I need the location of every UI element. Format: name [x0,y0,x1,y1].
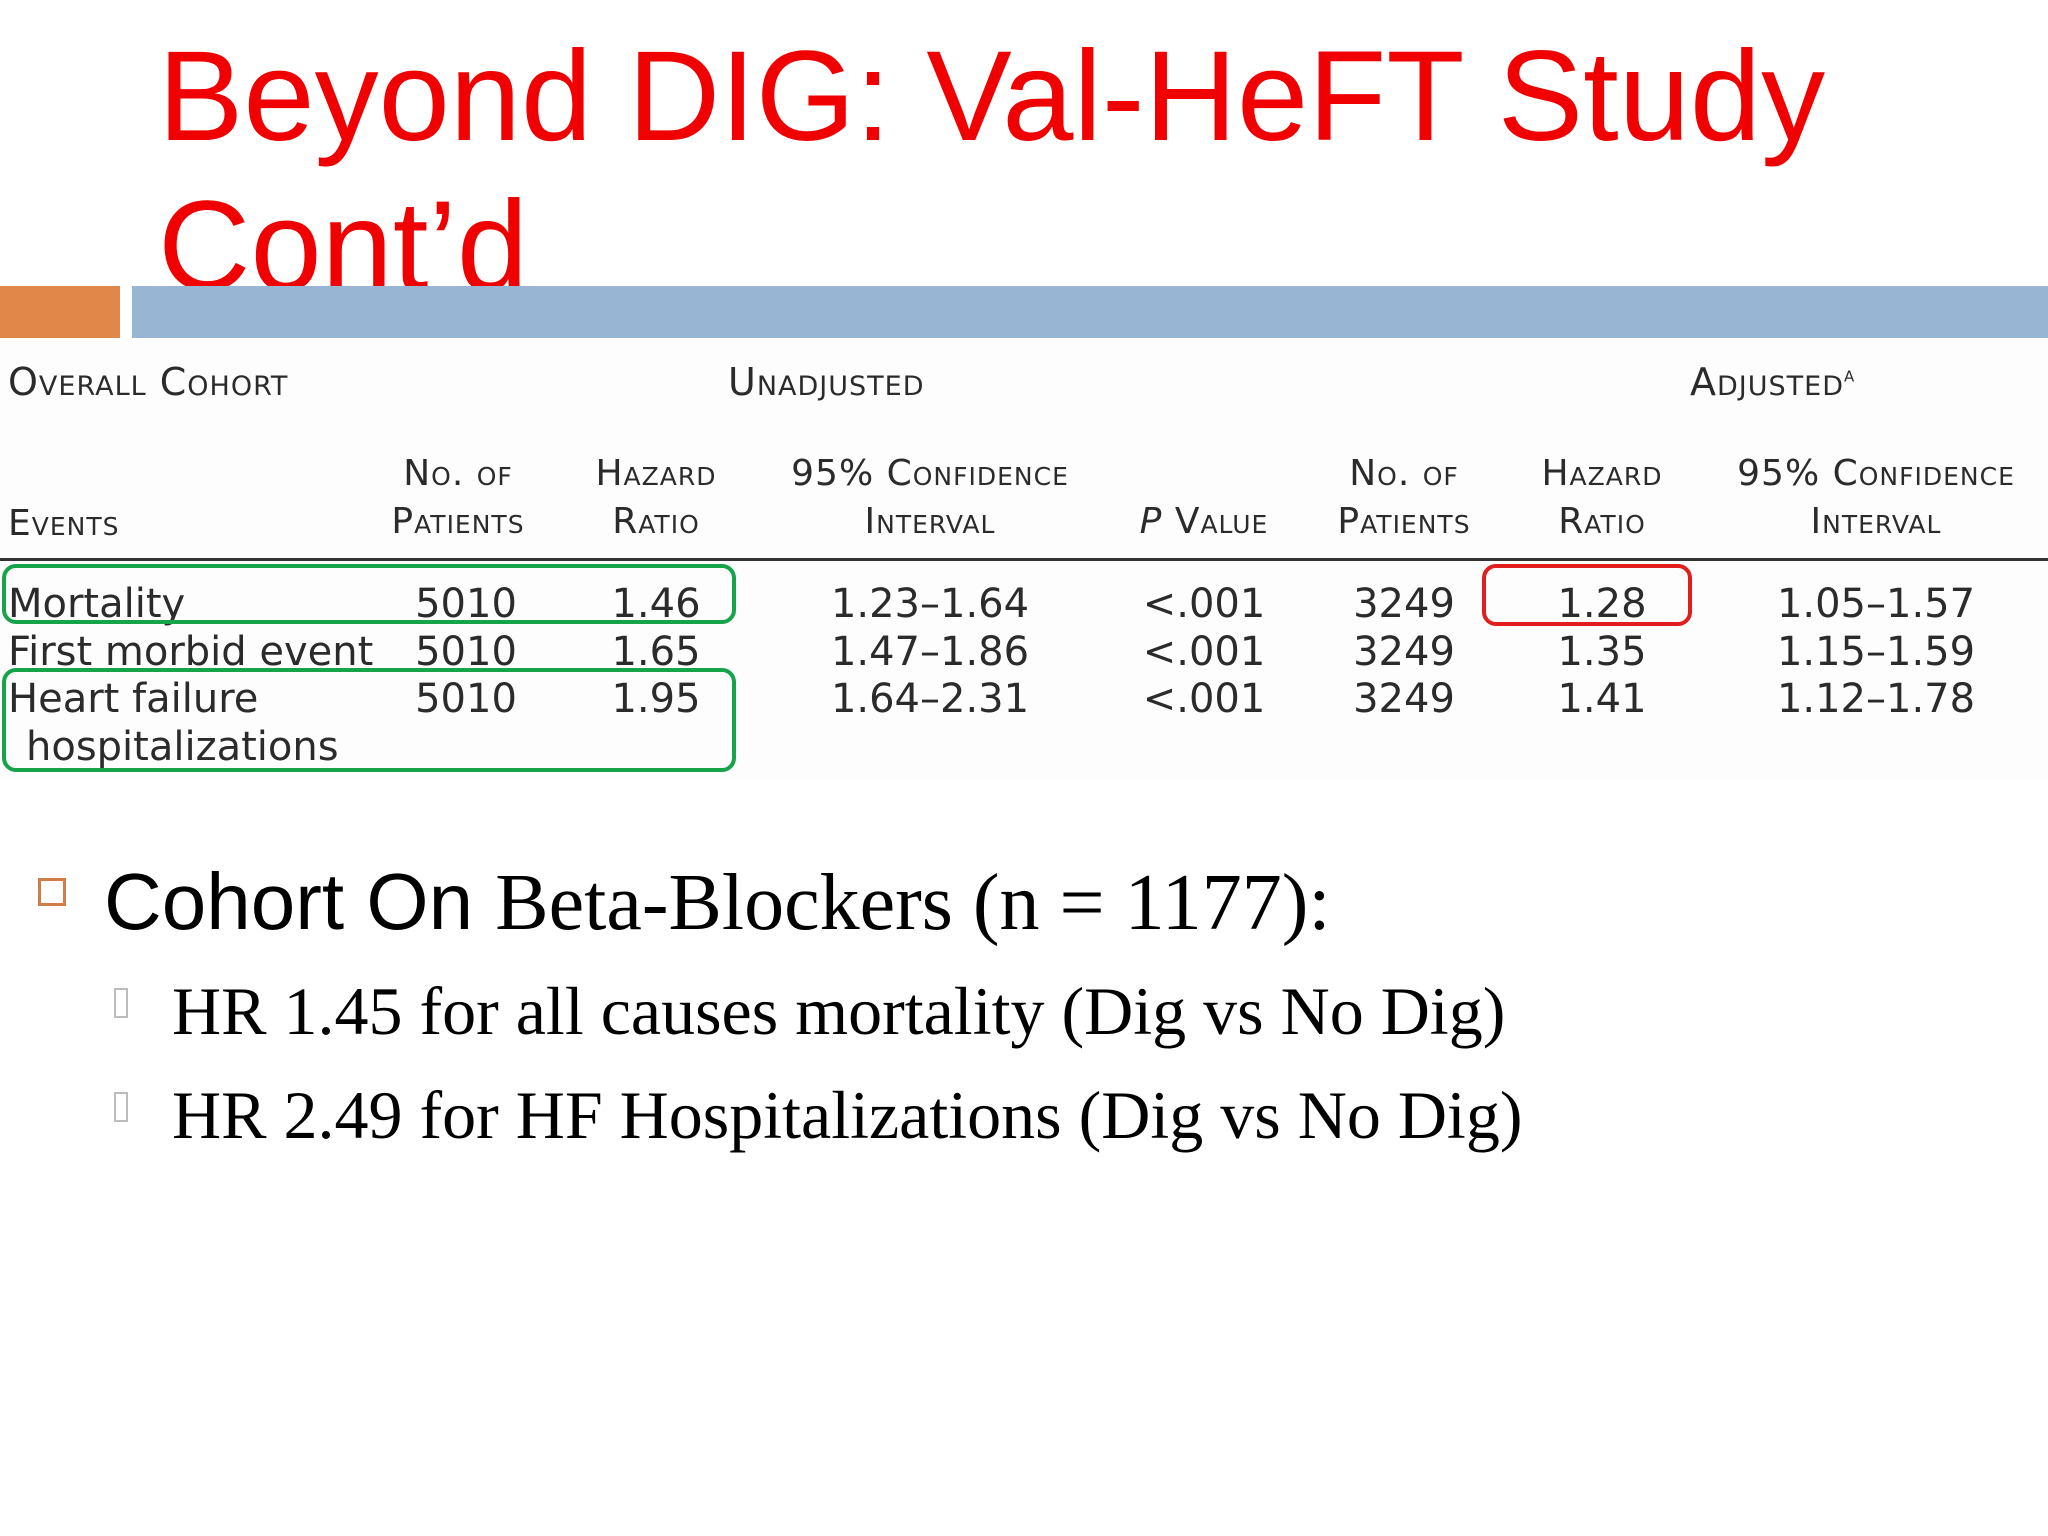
header-rule [0,558,2048,561]
cell-adj-n: 3249 [1353,676,1455,722]
results-table: Overall Cohort Unadjusted Adjusteda Even… [0,340,2048,780]
sub-bullet-1: HR 1.45 for all causes mortality (Dig vs… [172,973,1506,1049]
cell-adj-n: 3249 [1353,581,1455,627]
cell-adj-hr: 1.35 [1557,629,1647,675]
slide-title: Beyond DIG: Val-HeFT Study Cont’d [158,25,1826,318]
cell-adj-hr: 1.28 [1557,581,1647,627]
cell-ci: 1.23–1.64 [830,581,1030,627]
column-header-ci: 95% Confidence Interval [791,453,1069,542]
bullet-square-icon [38,878,66,906]
cell-n: 5010 [415,676,517,722]
highlight-box-mortality [2,564,736,624]
column-header-p-value: P Value [1139,501,1269,542]
column-header-hazard-ratio: Hazard Ratio [595,453,717,542]
cell-p: <.001 [1142,676,1266,722]
row-event-first-morbid: First morbid event [8,629,374,675]
column-header-adj-no-patients: No. of Patients [1337,453,1471,542]
column-header-events: Events [8,503,120,544]
cell-hr: 1.65 [611,629,701,675]
cell-adj-hr: 1.41 [1557,676,1647,722]
sub-bullet-icon [114,988,128,1018]
highlight-box-adjusted-hr [1482,564,1692,626]
cell-adj-ci: 1.12–1.78 [1776,676,1976,722]
cell-ci: 1.47–1.86 [830,629,1030,675]
row-event-mortality: Mortality [8,581,186,627]
column-header-adj-hazard-ratio: Hazard Ratio [1541,453,1663,542]
cell-hr: 1.46 [611,581,701,627]
cell-adj-n: 3249 [1353,629,1455,675]
cell-hr: 1.95 [611,676,701,722]
cell-p: <.001 [1142,629,1266,675]
cell-adj-ci: 1.15–1.59 [1776,629,1976,675]
cell-adj-ci: 1.05–1.57 [1776,581,1976,627]
cell-n: 5010 [415,581,517,627]
accent-bar-blue [132,286,2048,338]
group-label-overall-cohort: Overall Cohort [8,360,289,404]
bullet-main: Cohort On Beta-Blockers (n = 1177): [104,857,1331,947]
highlight-box-hf-hospitalizations [2,668,736,772]
group-label-unadjusted: Unadjusted [728,360,925,404]
sub-bullet-2: HR 2.49 for HF Hospitalizations (Dig vs … [172,1077,1523,1153]
cell-ci: 1.64–2.31 [830,676,1030,722]
accent-bar-orange [0,286,120,338]
group-label-adjusted: Adjusteda [1690,360,1856,404]
row-event-hf-hospitalizations: Heart failure hospitalizations [8,676,339,770]
cell-p: <.001 [1142,581,1266,627]
column-header-no-patients: No. of Patients [391,453,525,542]
column-header-adj-ci: 95% Confidence Interval [1737,453,2015,542]
cell-n: 5010 [415,629,517,675]
sub-bullet-icon [114,1092,128,1122]
